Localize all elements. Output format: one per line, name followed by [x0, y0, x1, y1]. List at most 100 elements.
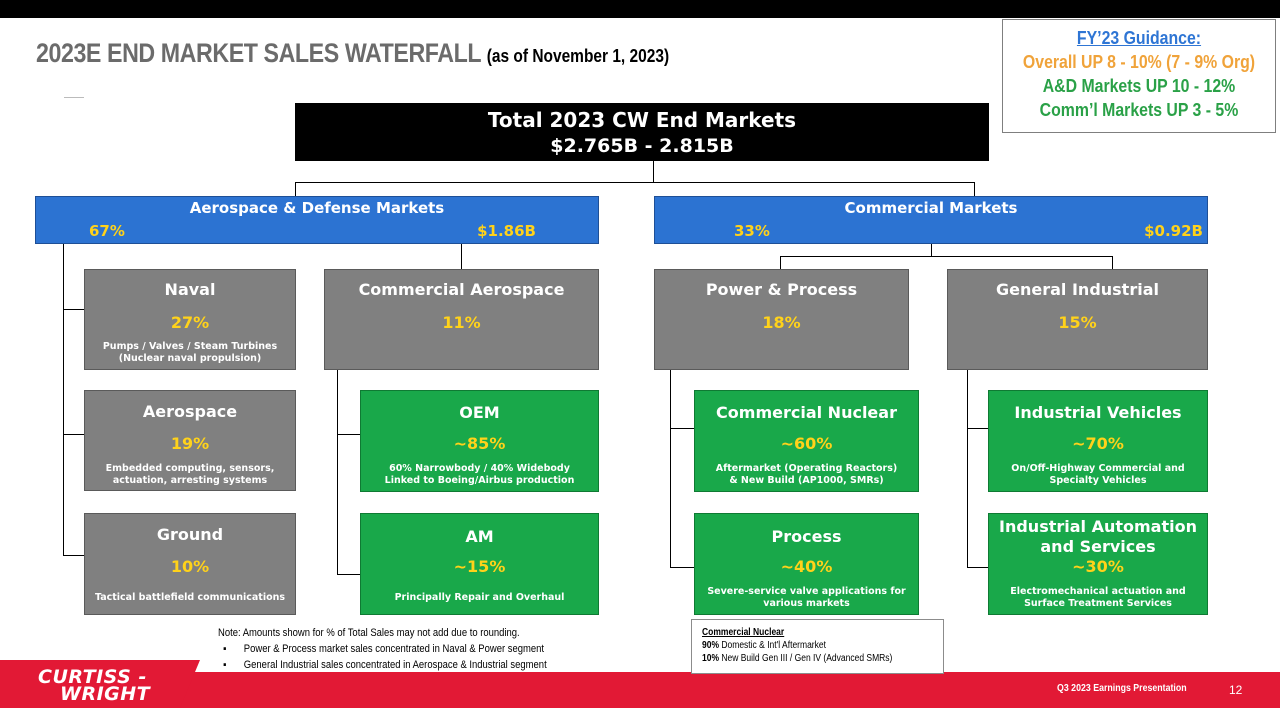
- oem-desc-line: 60% Narrowbody / 40% Widebody: [389, 463, 570, 474]
- aerospace-pct: 19%: [170, 434, 210, 453]
- naval-desc-line: (Nuclear naval propulsion): [118, 353, 262, 364]
- guidance-heading: FY’23 Guidance:: [1076, 28, 1202, 48]
- commercial-aerospace-name: Commercial Aerospace: [358, 280, 565, 299]
- title-main: 2023E END MARKET SALES WATERFALL: [36, 38, 481, 68]
- total-box: Total 2023 CW End Markets $2.765B - 2.81…: [295, 103, 989, 161]
- detail-text: New Build Gen III / Gen IV (Advanced SMR…: [719, 653, 893, 664]
- commercial-markets-name: Commercial Markets: [844, 199, 1018, 217]
- ground-name: Ground: [156, 525, 224, 544]
- detail-line: 10% New Build Gen III / Gen IV (Advanced…: [702, 652, 907, 665]
- industrial-vehicles-box: Industrial Vehicles ~70% On/Off-Highway …: [988, 390, 1208, 492]
- bullet-icon: ▪: [223, 643, 227, 655]
- guidance-comm: Comm’l Markets UP 3 - 5%: [1039, 100, 1239, 120]
- guidance-box: FY’23 Guidance: Overall UP 8 - 10% (7 - …: [1002, 19, 1276, 133]
- oem-pct: ~85%: [453, 434, 506, 453]
- oem-box: OEM ~85% 60% Narrowbody / 40% Widebody L…: [360, 390, 599, 492]
- process-pct: ~40%: [780, 557, 833, 576]
- commercial-aerospace-pct: 11%: [442, 313, 481, 332]
- guidance-overall: Overall UP 8 - 10% (7 - 9% Org): [1022, 52, 1256, 72]
- connector-line: [967, 428, 989, 429]
- total-label: Total 2023 CW End Markets: [487, 108, 797, 132]
- industrial-automation-desc: Electromechanical actuation and Surface …: [993, 586, 1203, 610]
- detail-text: Domestic & Int'l Aftermarket: [719, 640, 826, 651]
- detail-pct: 90%: [702, 640, 720, 651]
- commercial-markets-pct: 33%: [734, 222, 770, 240]
- connector-line: [337, 368, 338, 575]
- industrial-automation-desc-line: Electromechanical actuation and: [1010, 586, 1186, 597]
- connector-line: [780, 256, 1113, 257]
- ground-desc: Tactical battlefield communications: [94, 592, 286, 603]
- industrial-vehicles-desc-line: On/Off-Highway Commercial and: [1011, 463, 1185, 474]
- connector-line: [63, 555, 85, 556]
- ground-box: Ground 10% Tactical battlefield communic…: [84, 513, 296, 615]
- ad-markets-value: $1.86B: [477, 222, 536, 240]
- industrial-automation-name-line: Industrial Automation: [999, 517, 1197, 536]
- commercial-nuclear-desc-line: & New Build (AP1000, SMRs): [729, 475, 884, 486]
- process-desc-line: various markets: [763, 598, 850, 609]
- page-title: 2023E END MARKET SALES WATERFALL (as of …: [36, 38, 669, 69]
- am-desc: Principally Repair and Overhaul: [394, 592, 565, 603]
- power-process-name: Power & Process: [705, 280, 858, 299]
- industrial-vehicles-name: Industrial Vehicles: [1014, 403, 1182, 422]
- ground-pct: 10%: [170, 557, 210, 576]
- footnote-line: Note: Amounts shown for % of Total Sales…: [218, 627, 520, 639]
- footer-bar: [0, 672, 1280, 708]
- commercial-nuclear-detail-box: Commercial Nuclear 90% Domestic & Int'l …: [691, 619, 944, 674]
- connector-line: [63, 309, 85, 310]
- detail-pct: 10%: [702, 653, 720, 664]
- commercial-markets-box: Commercial Markets 33% $0.92B: [654, 196, 1208, 244]
- detail-line: 90% Domestic & Int'l Aftermarket: [702, 639, 907, 652]
- company-logo: CURTISS - WRIGHT: [38, 668, 151, 705]
- aerospace-desc: Embedded computing, sensors, actuation, …: [89, 463, 291, 487]
- footnote: Note: Amounts shown for % of Total Sales…: [218, 625, 547, 673]
- connector-line: [931, 243, 932, 257]
- connector-line: [974, 182, 975, 197]
- footnote-bullet-item: ▪ Power & Process market sales concentrat…: [218, 641, 547, 657]
- connector-line: [670, 428, 694, 429]
- am-box: AM ~15% Principally Repair and Overhaul: [360, 513, 599, 615]
- naval-pct: 27%: [170, 313, 210, 332]
- total-value: $2.765B - 2.815B: [550, 135, 734, 157]
- power-process-pct: 18%: [762, 313, 801, 332]
- footnote-text: Power & Process market sales concentrate…: [243, 643, 545, 655]
- process-desc-line: Severe-service valve applications for: [707, 586, 906, 597]
- ad-markets-pct: 67%: [89, 222, 125, 240]
- naval-box: Naval 27% Pumps / Valves / Steam Turbine…: [84, 269, 296, 370]
- aerospace-name: Aerospace: [142, 402, 238, 421]
- top-bar: [0, 0, 1280, 18]
- divider: [64, 97, 84, 98]
- commercial-nuclear-pct: ~60%: [780, 434, 833, 453]
- process-desc: Severe-service valve applications for va…: [699, 586, 914, 610]
- bullet-icon: ▪: [223, 659, 227, 671]
- connector-line: [337, 574, 361, 575]
- naval-name: Naval: [164, 280, 216, 299]
- industrial-vehicles-desc: On/Off-Highway Commercial and Specialty …: [993, 463, 1203, 487]
- logo-line: WRIGHT: [60, 683, 151, 705]
- connector-line: [1112, 256, 1113, 269]
- naval-desc: Pumps / Valves / Steam Turbines (Nuclear…: [89, 341, 291, 365]
- commercial-aerospace-box: Commercial Aerospace 11%: [324, 269, 599, 370]
- connector-line: [295, 182, 296, 197]
- title-sub: (as of November 1, 2023): [486, 46, 670, 66]
- page-number: 12: [1229, 683, 1243, 697]
- industrial-vehicles-pct: ~70%: [1072, 434, 1124, 453]
- industrial-automation-name-line: and Services: [1040, 537, 1156, 556]
- power-process-box: Power & Process 18%: [654, 269, 909, 370]
- connector-line: [967, 368, 968, 568]
- am-pct: ~15%: [453, 557, 506, 576]
- connector-line: [63, 243, 64, 556]
- logo-background: [0, 660, 200, 708]
- footnote-text: General Industrial sales concentrated in…: [243, 659, 547, 671]
- commercial-nuclear-desc-line: Aftermarket (Operating Reactors): [715, 463, 898, 474]
- am-name: AM: [465, 527, 494, 546]
- industrial-automation-box: Industrial Automation and Services ~30% …: [988, 513, 1208, 615]
- oem-desc-line: Linked to Boeing/Airbus production: [384, 475, 575, 486]
- industrial-automation-pct: ~30%: [1072, 557, 1124, 576]
- general-industrial-box: General Industrial 15%: [947, 269, 1208, 370]
- industrial-automation-desc-line: Surface Treatment Services: [1024, 598, 1172, 609]
- commercial-nuclear-box: Commercial Nuclear ~60% Aftermarket (Ope…: [694, 390, 919, 492]
- connector-line: [295, 182, 975, 183]
- connector-line: [461, 243, 462, 269]
- process-box: Process ~40% Severe-service valve applic…: [694, 513, 919, 615]
- general-industrial-pct: 15%: [1058, 313, 1097, 332]
